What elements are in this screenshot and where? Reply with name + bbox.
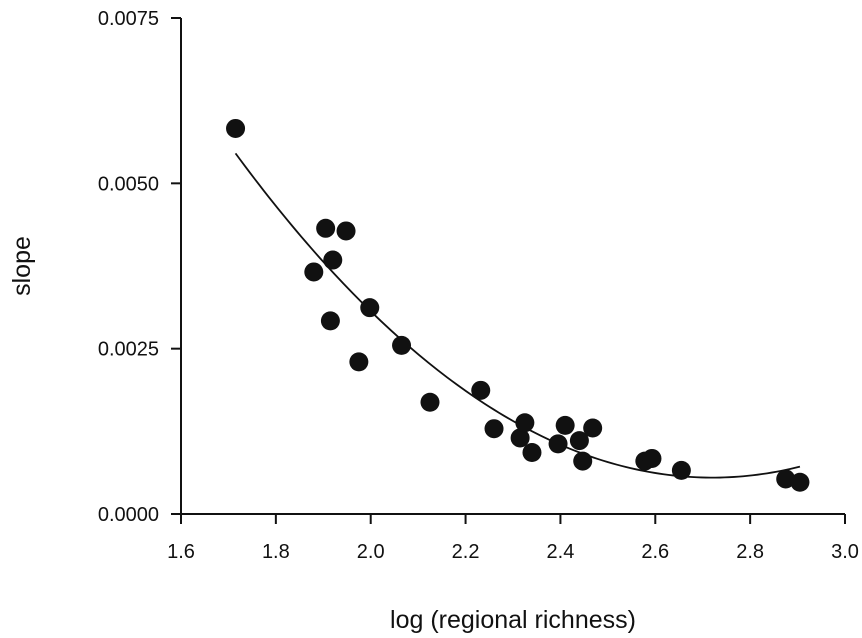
data-point xyxy=(522,442,542,462)
data-point xyxy=(320,311,340,331)
data-point xyxy=(360,298,380,318)
data-point xyxy=(515,413,535,433)
data-point xyxy=(323,250,343,270)
data-point xyxy=(392,335,412,355)
x-tick-label: 1.6 xyxy=(167,541,195,563)
data-point xyxy=(569,431,589,451)
data-point xyxy=(349,352,369,372)
data-point xyxy=(336,221,356,241)
data-point xyxy=(573,451,593,471)
x-tick-label: 2.6 xyxy=(641,541,669,563)
y-tick-label: 0.0075 xyxy=(98,8,159,30)
x-tick-label: 2.0 xyxy=(357,541,385,563)
data-point xyxy=(642,448,662,468)
data-point xyxy=(304,262,324,282)
data-point xyxy=(776,469,796,489)
x-axis-title: log (regional richness) xyxy=(390,606,636,634)
data-point xyxy=(484,419,504,439)
axes xyxy=(171,17,846,524)
data-point xyxy=(790,472,810,492)
x-tick-label: 1.8 xyxy=(262,541,290,563)
y-tick-label: 0.0000 xyxy=(98,504,159,526)
data-point xyxy=(316,218,336,238)
x-tick-label: 3.0 xyxy=(831,541,859,563)
x-tick-labels: 1.6 1.8 2.0 2.2 2.4 2.6 2.8 3.0 xyxy=(167,541,859,563)
data-point xyxy=(555,415,575,435)
y-tick-label: 0.0025 xyxy=(98,339,159,361)
data-point xyxy=(548,434,568,454)
data-point xyxy=(226,118,246,138)
y-tick-label: 0.0050 xyxy=(98,173,159,195)
data-point xyxy=(510,428,530,448)
x-tick-label: 2.2 xyxy=(452,541,480,563)
data-point xyxy=(471,380,491,400)
data-point xyxy=(583,418,603,438)
y-axis-title: slope xyxy=(8,236,36,296)
data-point xyxy=(671,460,691,480)
x-tick-label: 2.8 xyxy=(736,541,764,563)
x-tick-label: 2.4 xyxy=(547,541,575,563)
y-tick-labels: 0.0000 0.0025 0.0050 0.0075 xyxy=(98,8,159,526)
data-point xyxy=(420,392,440,412)
data-points xyxy=(226,118,810,492)
